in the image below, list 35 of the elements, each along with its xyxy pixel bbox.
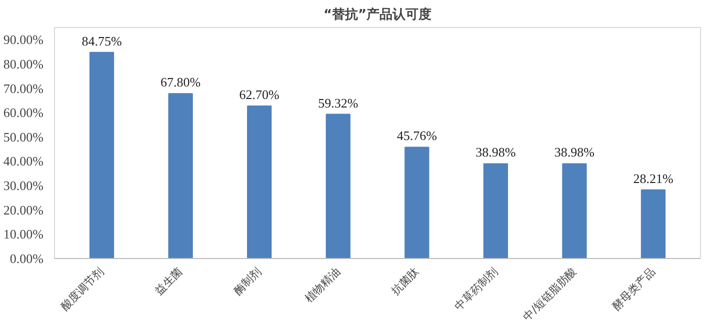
y-tick-label: 40.00% <box>3 154 44 169</box>
data-label: 59.32% <box>318 95 358 110</box>
y-tick-label: 80.00% <box>3 56 44 72</box>
data-label: 84.75% <box>82 33 122 48</box>
data-label: 67.80% <box>160 74 201 90</box>
data-label: 38.98% <box>476 144 516 160</box>
y-tick-label: 10.00% <box>3 226 44 242</box>
x-tick-label: 植物精油 <box>302 264 343 306</box>
y-tick-label: 30.00% <box>3 178 44 194</box>
bar <box>640 189 666 258</box>
x-tick-label: 酶制剂 <box>231 264 264 298</box>
bar <box>89 52 114 258</box>
y-tick-label: 60.00% <box>3 105 44 120</box>
x-tick-label: 酵母类产品 <box>610 264 658 313</box>
chart-title: “替抗”产品认可度 <box>323 6 432 22</box>
y-tick-label: 50.00% <box>3 129 44 144</box>
data-label: 62.70% <box>239 87 280 102</box>
data-label: 45.76% <box>396 128 438 144</box>
bar <box>562 163 587 258</box>
y-tick-label: 70.00% <box>3 80 44 96</box>
bar <box>168 93 193 258</box>
y-tick-label: 0.00% <box>10 251 44 266</box>
x-tick-label: 酸度调节剂 <box>58 264 106 313</box>
y-tick-label: 20.00% <box>3 202 44 218</box>
x-tick-label: 益生菌 <box>152 264 186 298</box>
bar <box>404 146 430 258</box>
x-tick-label: 中/短链脂肪酸 <box>520 264 580 324</box>
data-label: 28.21% <box>633 170 674 186</box>
data-label: 38.98% <box>554 144 595 160</box>
y-tick-label: 90.00% <box>3 32 44 48</box>
bar <box>326 114 350 258</box>
bar <box>483 163 508 258</box>
bar <box>247 106 272 258</box>
x-tick-label: 抗菌肽 <box>388 264 422 298</box>
x-tick-label: 中草药制剂 <box>452 264 500 313</box>
